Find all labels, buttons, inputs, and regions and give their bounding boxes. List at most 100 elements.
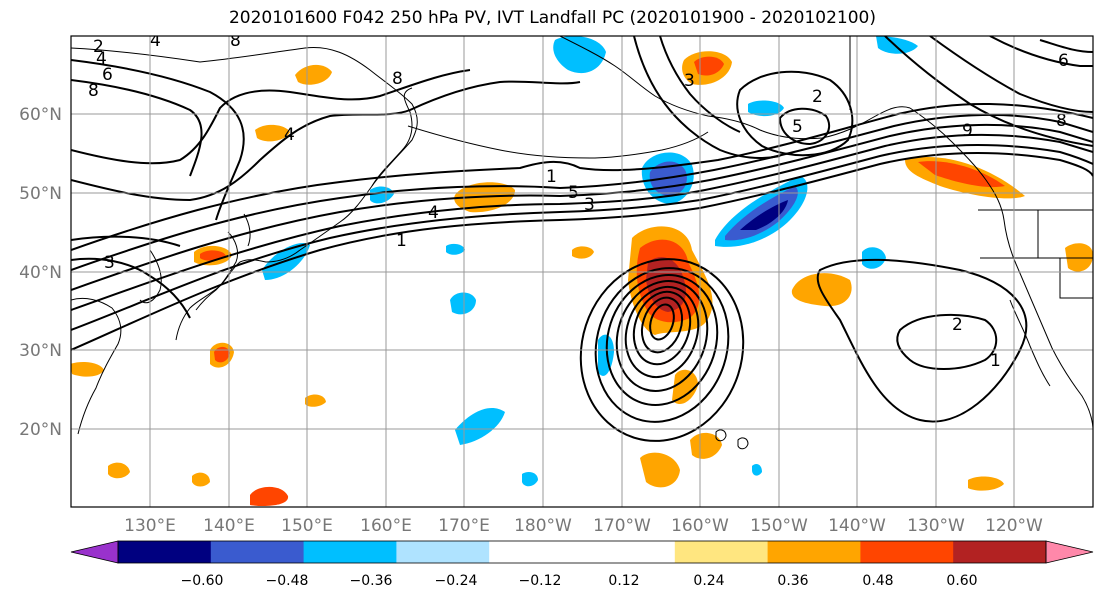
- map-frame: [70, 35, 1094, 508]
- colorbar-box: [118, 541, 212, 563]
- ivt-contour: [884, 36, 1093, 147]
- lon-label: 170°W: [593, 516, 651, 536]
- pv-positive-region: [214, 346, 230, 363]
- ivt-contour: [624, 285, 700, 379]
- colorbar-tick-label: −0.48: [266, 573, 309, 589]
- pv-positive-region: [640, 452, 680, 488]
- lon-label: 140°W: [828, 516, 886, 536]
- pv-positive-region: [572, 246, 594, 259]
- ivt-contour: [71, 123, 1093, 291]
- contour-labels: 2 4 6 8 8 4 4 1 5 3 4 1 3 2 5 9 8 8 2 1 …: [88, 31, 1069, 371]
- ivt-contour: [605, 274, 719, 406]
- lon-label: 160°E: [360, 516, 412, 536]
- colorbar-box: [953, 541, 1047, 563]
- pv-negative-region: [725, 186, 798, 241]
- ivt-contour: [640, 296, 684, 354]
- colorbar-tick-label: 0.36: [777, 573, 808, 589]
- pv-negative-region: [740, 200, 788, 230]
- coastline-asia: [71, 46, 418, 341]
- lon-label: 130°E: [124, 516, 176, 536]
- ivt-contour: [632, 290, 692, 366]
- coastline-kamchatka: [371, 87, 413, 187]
- contour-label: 1: [990, 351, 1001, 371]
- ivt-contour: [71, 235, 181, 247]
- contour-label: 8: [392, 69, 403, 89]
- colorbar-tick-label: 0.12: [608, 573, 639, 589]
- coastline-alaska: [559, 36, 911, 140]
- contour-label: 6: [1058, 51, 1069, 71]
- pv-negative-region: [862, 247, 886, 269]
- contour-label: 4: [428, 203, 439, 223]
- contour-label: 4: [150, 31, 161, 51]
- colorbar-box: [303, 541, 397, 563]
- pv-negative-region: [455, 408, 505, 445]
- ivt-contour: [579, 258, 745, 442]
- colorbar-box: [767, 541, 861, 563]
- colorbar-tick-label: −0.60: [181, 573, 224, 589]
- contour-label: 2: [952, 315, 963, 335]
- map-content: 2 4 6 8 8 4 4 1 5 3 4 1 3 2 5 9 8 8 2 1 …: [71, 31, 1093, 507]
- pv-negative-region: [553, 36, 606, 74]
- contour-label: 1: [546, 167, 557, 187]
- ivt-contour: [71, 79, 203, 177]
- lon-label: 150°E: [281, 516, 333, 536]
- colorbar-frame: [117, 540, 1047, 564]
- ivt-contour: [71, 102, 1093, 251]
- contour-label: 3: [104, 253, 115, 273]
- colorbar-under-arrow: [70, 540, 119, 564]
- colorbar-box: [582, 541, 676, 563]
- lat-label: 60°N: [19, 105, 62, 125]
- lon-labels: 130°E 140°E 150°E 160°E 170°E 180°W 170°…: [124, 516, 1043, 536]
- ivt-contour: [594, 267, 730, 423]
- colorbar-box: [860, 541, 954, 563]
- pv-negative-region: [370, 186, 394, 204]
- colorbar-tick-label: −0.24: [435, 573, 478, 589]
- ivt-contour: [736, 70, 854, 157]
- colorbar-box: [396, 541, 490, 563]
- lon-label: 150°W: [750, 516, 808, 536]
- ivt-contour: [929, 36, 1093, 113]
- lat-label: 40°N: [19, 263, 62, 283]
- contour-label: 8: [1056, 111, 1067, 131]
- contour-label: 8: [88, 81, 99, 101]
- colorbar: −0.60 −0.48 −0.36 −0.24 −0.12 0.12 0.24 …: [70, 540, 1094, 589]
- ivt-contour: [71, 143, 1093, 331]
- pv-negative-region: [446, 243, 465, 255]
- colorbar-over-arrow: [1045, 540, 1094, 564]
- pv-positive-region: [71, 362, 104, 377]
- pv-positive-region: [646, 257, 687, 312]
- pv-positive-region: [250, 486, 289, 507]
- ivt-contour: [989, 36, 1093, 67]
- lon-label: 160°W: [671, 516, 729, 536]
- pv-negative-region: [450, 292, 476, 315]
- colorbar-box: [489, 541, 583, 563]
- coastline-aleutians: [407, 125, 709, 159]
- pv-positive-region: [690, 432, 722, 459]
- contour-label: 2: [93, 37, 104, 57]
- lat-labels: 60°N 50°N 40°N 30°N 20°N: [19, 105, 62, 440]
- lat-label: 30°N: [19, 341, 62, 361]
- pv-positive-region: [918, 161, 1005, 188]
- pv-negative-region: [752, 464, 762, 476]
- coastline-baja: [1009, 299, 1051, 387]
- pv-positive-region: [968, 476, 1004, 491]
- colorbar-tick-label: 0.60: [946, 573, 977, 589]
- ivt-contour: [816, 258, 1028, 423]
- pv-positive-region: [192, 472, 210, 487]
- pv-negative-region: [522, 472, 538, 487]
- contour-label: 4: [96, 49, 107, 69]
- pv-positive-region: [255, 124, 290, 142]
- lon-label: 180°W: [514, 516, 572, 536]
- contour-label: 1: [396, 231, 407, 251]
- pv-positive-region: [295, 64, 332, 85]
- colorbar-tick-label: 0.48: [862, 573, 893, 589]
- ivt-contour: [71, 113, 1093, 271]
- ivt-contour: [71, 151, 1093, 351]
- pv-positive-region: [1065, 243, 1093, 272]
- lon-label: 170°E: [438, 516, 490, 536]
- ivt-contour: [896, 313, 998, 370]
- colorbar-box: [674, 541, 769, 563]
- contour-label: 5: [792, 117, 803, 137]
- pv-positive-region: [108, 462, 130, 479]
